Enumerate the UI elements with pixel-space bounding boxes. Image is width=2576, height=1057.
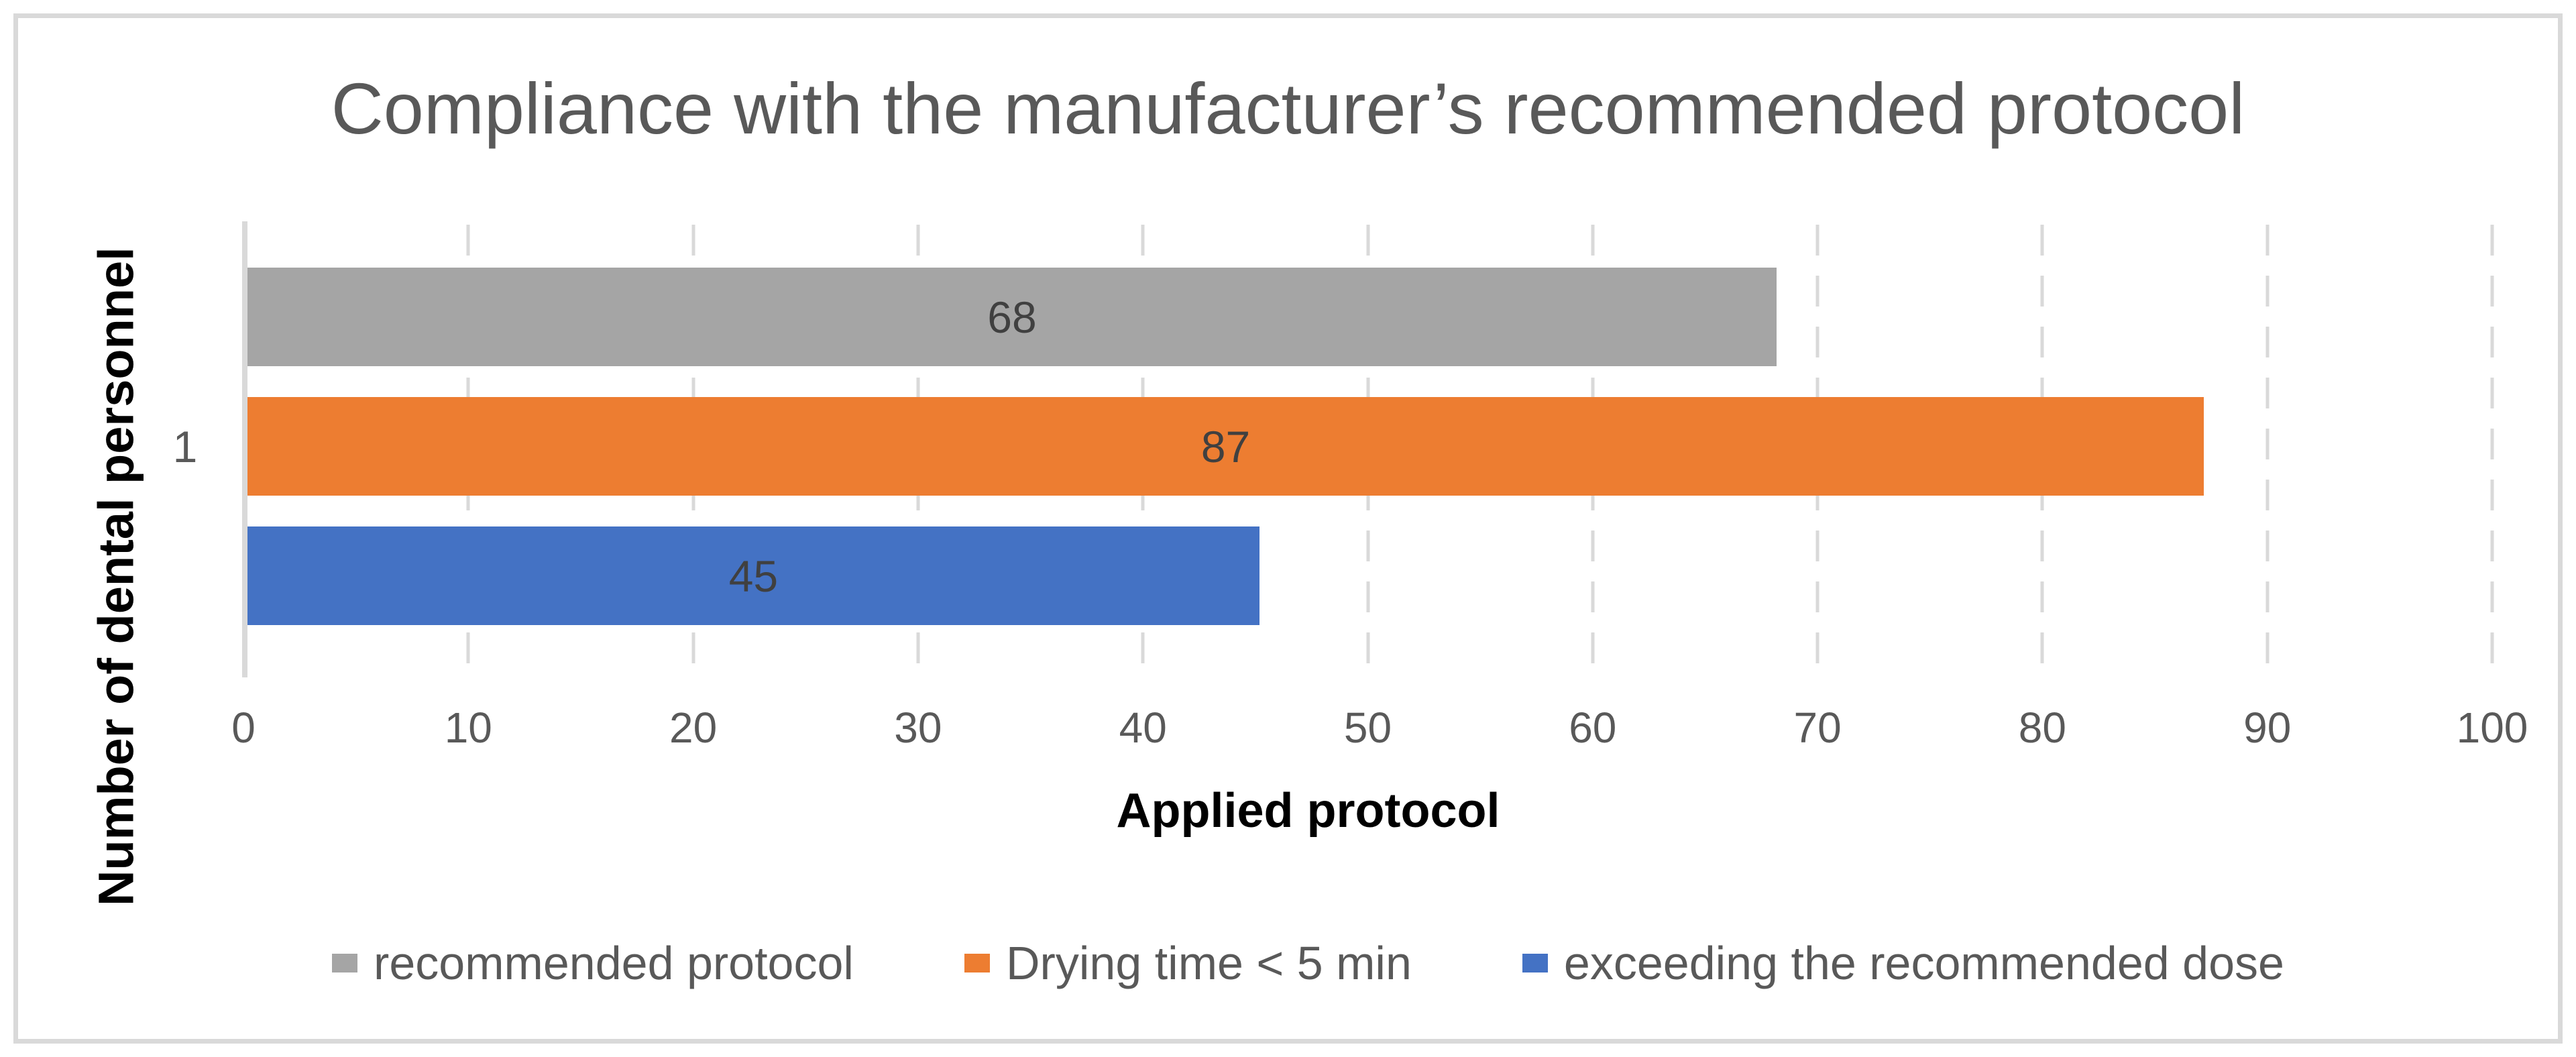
legend-item-recommended-protocol: recommended protocol — [332, 936, 854, 990]
x-axis-title: Applied protocol — [1116, 784, 1500, 838]
legend-swatch-gray — [332, 954, 358, 972]
legend-label: recommended protocol — [374, 937, 854, 989]
x-tick-label: 20 — [669, 704, 718, 752]
bar-value-label: 45 — [728, 551, 779, 601]
legend: recommended protocol Drying time < 5 min… — [40, 936, 2576, 990]
legend-item-exceeding-dose: exceeding the recommended dose — [1522, 936, 2284, 990]
legend-label: exceeding the recommended dose — [1563, 937, 2284, 989]
y-axis-line — [242, 221, 247, 677]
x-tick-label: 100 — [2456, 704, 2528, 752]
legend-swatch-blue — [1522, 954, 1548, 972]
x-tick-label: 10 — [444, 704, 492, 752]
gridline — [2265, 225, 2270, 672]
x-axis-tick-labels: 0 10 20 30 40 50 60 70 80 90 100 — [231, 703, 2528, 757]
bar-value-label: 87 — [1200, 421, 1251, 471]
category-tick-label: 1 — [172, 422, 198, 471]
x-tick-label: 50 — [1343, 704, 1392, 752]
legend-label: Drying time < 5 min — [1005, 937, 1412, 989]
bar-value-label: 68 — [987, 292, 1037, 342]
bar-recommended-protocol: 68 — [247, 268, 1777, 366]
x-tick-label: 40 — [1119, 704, 1167, 752]
legend-item-drying-time: Drying time < 5 min — [964, 936, 1412, 990]
bar-exceeding-dose: 45 — [247, 526, 1259, 625]
x-tick-label: 90 — [2243, 704, 2292, 752]
x-tick-label: 30 — [894, 704, 942, 752]
x-tick-label: 60 — [1569, 704, 1617, 752]
x-tick-label: 80 — [2018, 704, 2066, 752]
chart-title: Compliance with the manufacturer’s recom… — [331, 68, 2245, 149]
x-tick-label: 70 — [1793, 704, 1842, 752]
x-tick-label: 0 — [231, 704, 256, 752]
gridline — [2490, 225, 2494, 672]
legend-swatch-orange — [964, 954, 990, 972]
bar-drying-time: 87 — [247, 397, 2204, 496]
chart-border — [13, 13, 2563, 1044]
plot-area: 68 87 45 — [243, 225, 2494, 672]
